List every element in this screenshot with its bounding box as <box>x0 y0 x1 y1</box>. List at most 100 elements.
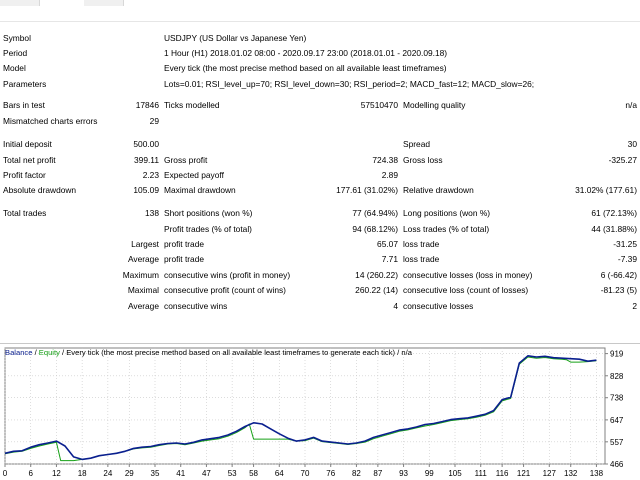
expected-payoff-label: Expected payoff <box>164 170 224 180</box>
ticks-modelled-value: 57510470 <box>360 100 398 110</box>
average-consecutive-losses-label: consecutive losses <box>403 301 474 311</box>
x-tick-label: 41 <box>176 469 185 478</box>
x-tick-label: 6 <box>28 469 33 478</box>
model-label: Model <box>3 63 26 73</box>
short-positions-label: Short positions (won %) <box>164 208 253 218</box>
modelling-quality-label: Modelling quality <box>403 100 466 110</box>
maximum-wins-value: 14 (260.22) <box>355 270 398 280</box>
chart-legend: Balance / Equity / Every tick (the most … <box>5 348 412 357</box>
balance-equity-chart: 466 557 647 738 828 919 0 6 12 18 24 29 35 41 47 53 58 64… <box>0 343 640 480</box>
maximal-wins-value: 260.22 (14) <box>355 285 398 295</box>
y-tick-label: 919 <box>610 350 624 359</box>
gross-profit-value: 724.38 <box>372 155 398 165</box>
parameters-label: Parameters <box>3 79 47 89</box>
x-tick-label: 47 <box>202 469 211 478</box>
x-tick-label: 12 <box>52 469 61 478</box>
profit-factor-label: Profit factor <box>3 170 46 180</box>
tab-stub-left[interactable] <box>0 0 40 6</box>
largest-prefix: Largest <box>131 239 159 249</box>
x-tick-label: 64 <box>275 469 284 478</box>
initial-deposit-value: 500.00 <box>133 139 159 149</box>
average-consecutive-losses-value: 2 <box>632 301 637 311</box>
maximal-losses-label: consecutive loss (count of losses) <box>403 285 529 295</box>
x-tick-label: 116 <box>496 469 509 478</box>
relative-drawdown-value: 31.02% (177.61) <box>575 185 637 195</box>
bars-in-test-value: 17846 <box>135 100 159 110</box>
average-consecutive-wins-label: consecutive wins <box>164 301 228 311</box>
x-tick-label: 35 <box>151 469 160 478</box>
x-tick-label: 87 <box>373 469 382 478</box>
legend-sep: / <box>32 348 39 357</box>
y-tick-label: 828 <box>610 372 624 381</box>
average-profit-label: profit trade <box>164 254 205 264</box>
x-tick-label: 132 <box>564 469 578 478</box>
maximal-prefix: Maximal <box>127 285 159 295</box>
gross-loss-label: Gross loss <box>403 155 443 165</box>
maximal-drawdown-label: Maximal drawdown <box>164 185 236 195</box>
spread-label: Spread <box>403 139 431 149</box>
x-tick-label: 0 <box>3 469 8 478</box>
period-value: 1 Hour (H1) 2018.01.02 08:00 - 2020.09.1… <box>164 48 448 58</box>
balance-line <box>4 355 597 461</box>
average-prefix: Average <box>127 254 159 264</box>
long-positions-value: 61 (72.13%) <box>591 208 637 218</box>
loss-trades-value: 44 (31.88%) <box>591 224 637 234</box>
long-positions-label: Long positions (won %) <box>403 208 491 218</box>
tab-stub-right[interactable] <box>84 0 124 6</box>
x-tick-label: 127 <box>543 469 557 478</box>
x-tick-label: 121 <box>517 469 531 478</box>
ticks-modelled-label: Ticks modelled <box>164 100 220 110</box>
largest-profit-value: 65.07 <box>377 239 398 249</box>
spread-value: 30 <box>627 139 637 149</box>
initial-deposit-label: Initial deposit <box>3 139 52 149</box>
y-tick-label: 557 <box>610 438 624 447</box>
x-tick-label: 99 <box>425 469 434 478</box>
symbol-label: Symbol <box>3 33 31 43</box>
total-net-profit-label: Total net profit <box>3 155 56 165</box>
loss-trades-label: Loss trades (% of total) <box>403 224 490 234</box>
y-tick-label: 738 <box>610 394 624 403</box>
largest-loss-value: -31.25 <box>613 239 637 249</box>
parameters-value: Lots=0.01; RSI_level_up=70; RSI_level_do… <box>164 79 535 89</box>
top-strip <box>0 0 640 22</box>
mismatched-errors-value: 29 <box>149 116 159 126</box>
profit-trades-label: Profit trades (% of total) <box>164 224 252 234</box>
gross-loss-value: -325.27 <box>608 155 637 165</box>
average-profit-value: 7.71 <box>381 254 398 264</box>
average-consecutive-prefix: Average <box>127 301 159 311</box>
maximal-wins-label: consecutive profit (count of wins) <box>164 285 286 295</box>
short-positions-value: 77 (64.94%) <box>352 208 398 218</box>
absolute-drawdown-label: Absolute drawdown <box>3 185 77 195</box>
x-tick-label: 58 <box>249 469 258 478</box>
total-net-profit-value: 399.11 <box>134 155 159 165</box>
maximal-losses-value: -81.23 (5) <box>600 285 637 295</box>
x-tick-label: 29 <box>125 469 134 478</box>
equity-line <box>4 356 597 462</box>
mismatched-errors-label: Mismatched charts errors <box>3 116 98 126</box>
average-loss-value: -7.39 <box>617 254 637 264</box>
x-tick-label: 138 <box>590 469 604 478</box>
bars-in-test-label: Bars in test <box>3 100 45 110</box>
maximum-wins-label: consecutive wins (profit in money) <box>164 270 291 280</box>
modelling-quality-value: n/a <box>625 100 637 110</box>
period-label: Period <box>3 48 28 58</box>
x-tick-label: 76 <box>326 469 335 478</box>
maximal-drawdown-value: 177.61 (31.02%) <box>336 185 398 195</box>
largest-profit-label: profit trade <box>164 239 205 249</box>
gross-profit-label: Gross profit <box>164 155 208 165</box>
largest-loss-label: loss trade <box>403 239 440 249</box>
chart-canvas: 466 557 647 738 828 919 0 6 12 18 24 29 35 41 47 53 58 64… <box>3 347 624 478</box>
total-trades-label: Total trades <box>3 208 47 218</box>
relative-drawdown-label: Relative drawdown <box>403 185 474 195</box>
x-tick-label: 70 <box>301 469 310 478</box>
legend-rest: / Every tick (the most precise method ba… <box>59 348 412 357</box>
legend-balance: Balance <box>5 348 33 357</box>
maximum-losses-label: consecutive losses (loss in money) <box>403 270 533 280</box>
x-tick-label: 24 <box>103 469 112 478</box>
maximum-losses-value: 6 (-66.42) <box>600 270 637 280</box>
x-tick-label: 82 <box>352 469 361 478</box>
profit-trades-value: 94 (68.12%) <box>352 224 398 234</box>
legend-equity: Equity <box>38 348 60 357</box>
average-loss-label: loss trade <box>403 254 440 264</box>
y-tick-label: 466 <box>610 460 624 469</box>
